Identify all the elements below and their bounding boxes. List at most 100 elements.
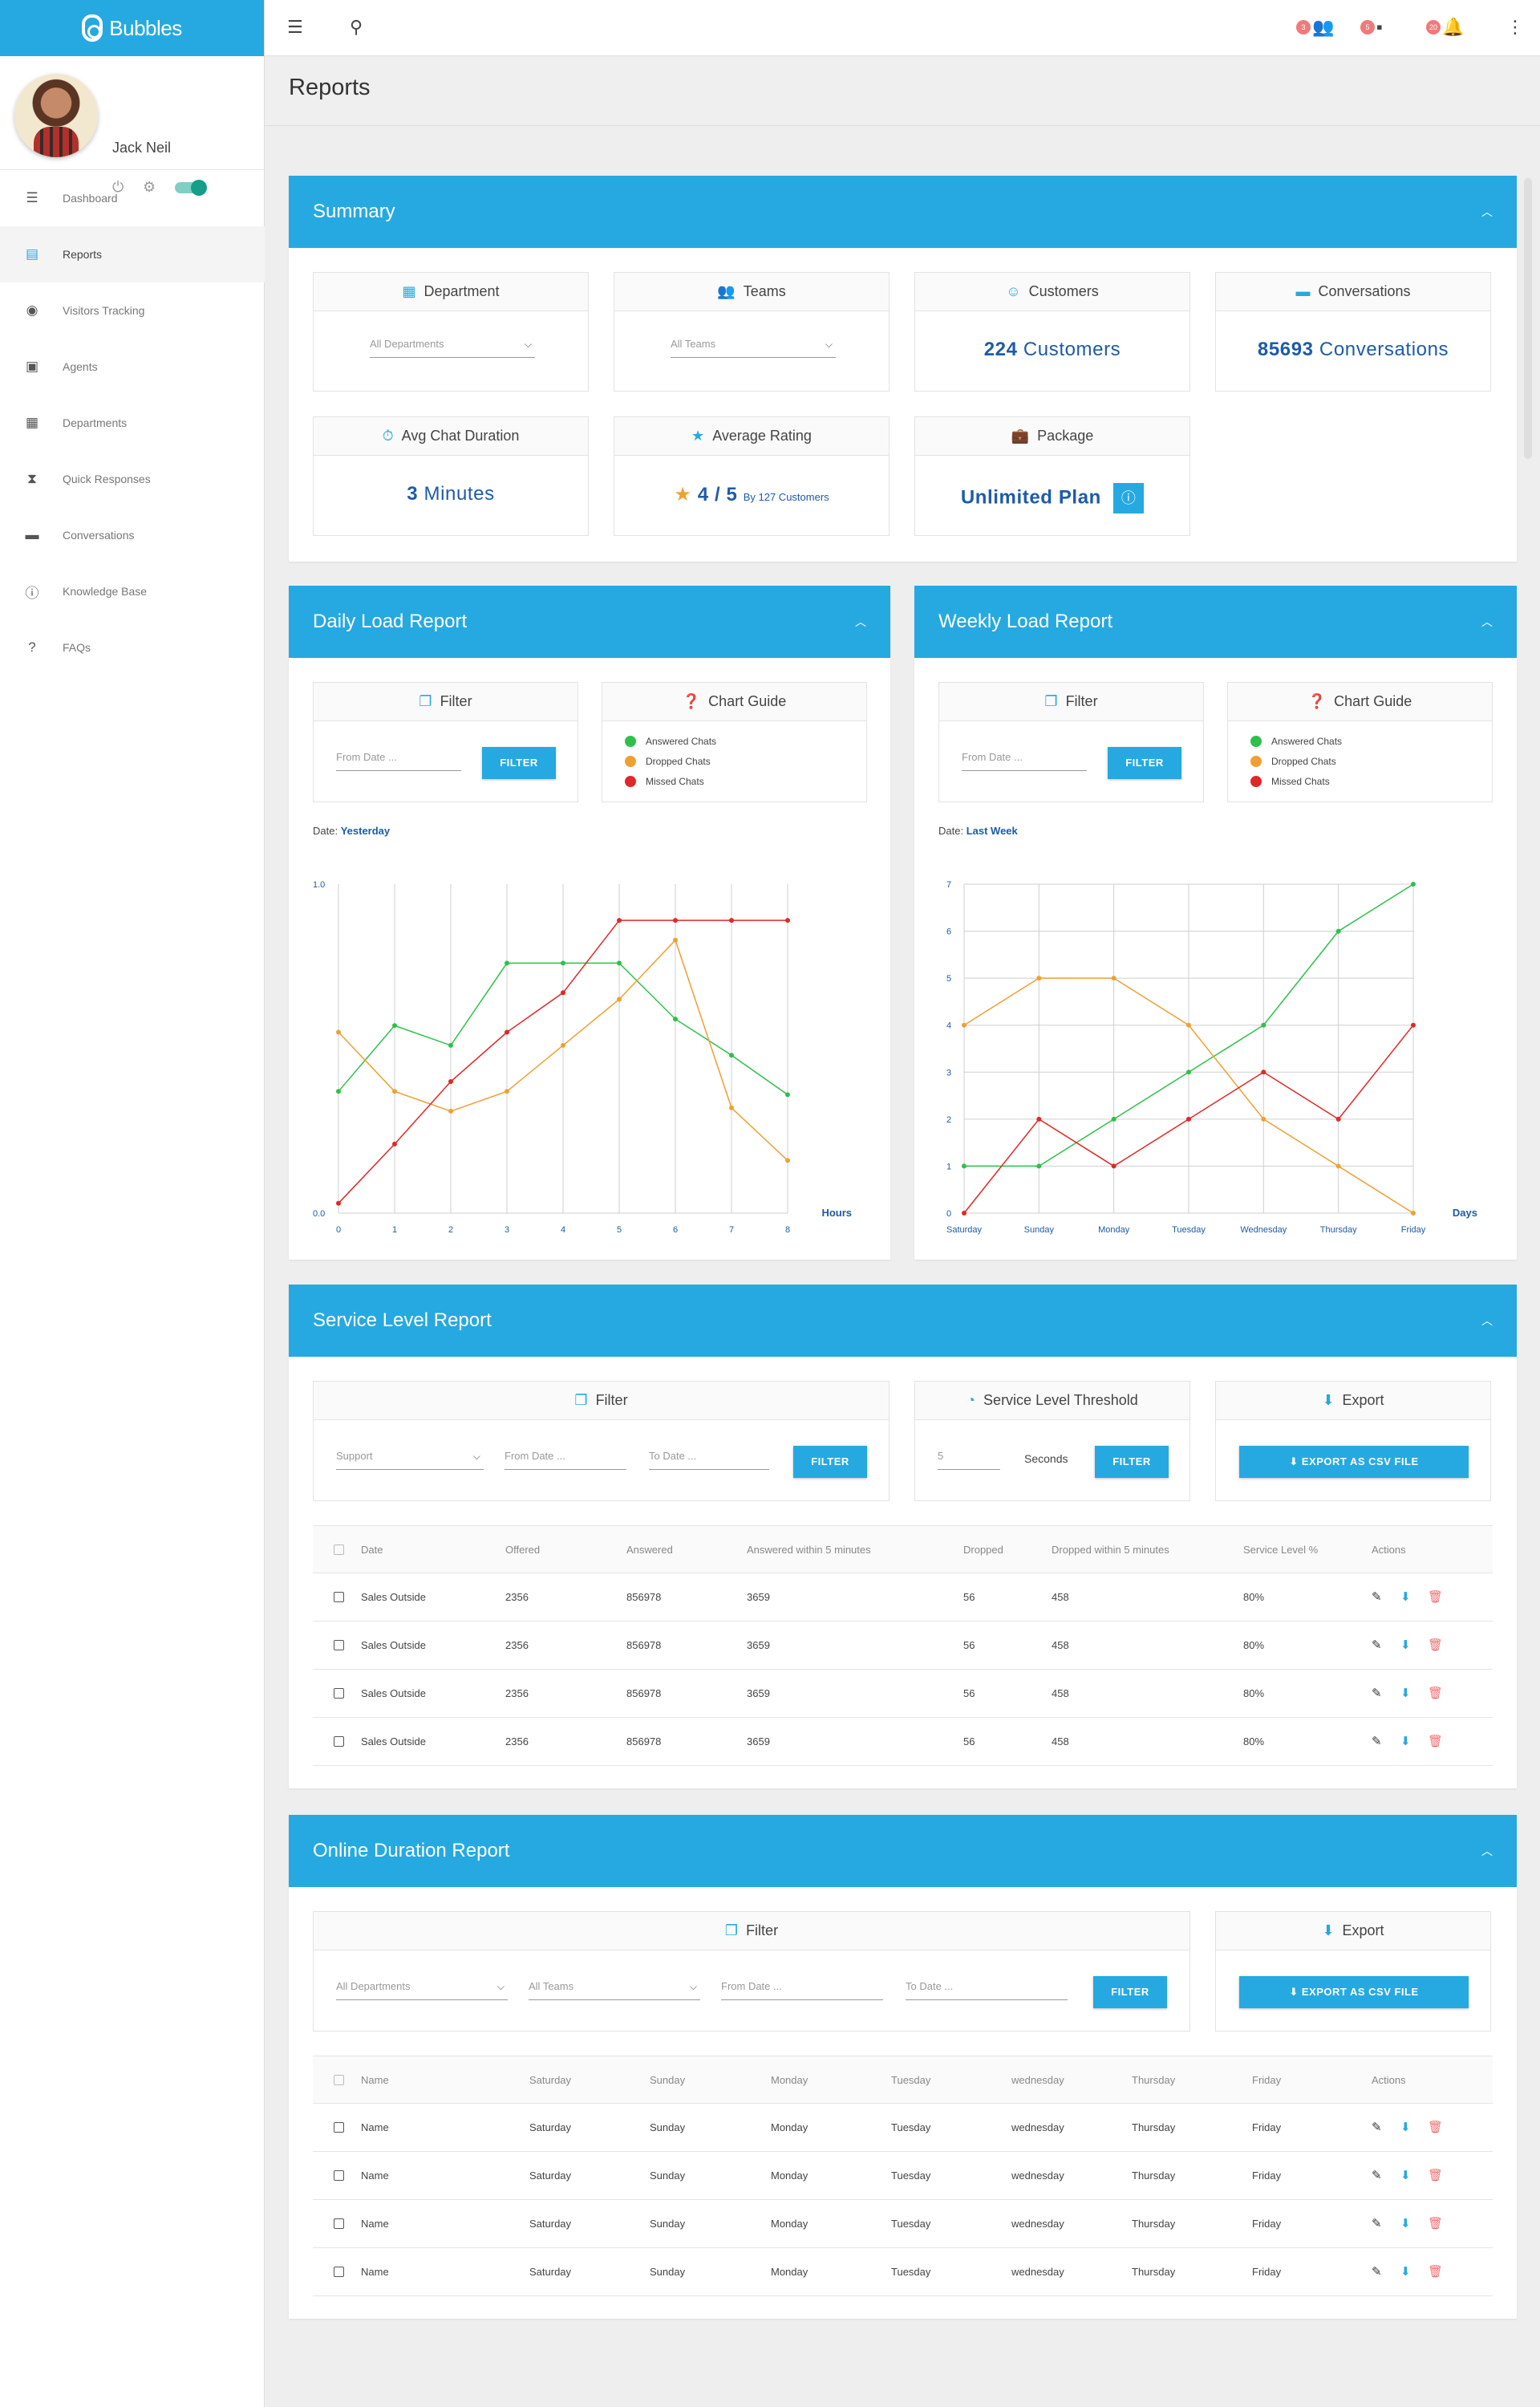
collapse-icon[interactable]: ︿ (855, 615, 866, 628)
column-header[interactable]: Monday (771, 2074, 808, 2086)
delete-icon[interactable]: 🗑 (1428, 2169, 1444, 2182)
more-vert-icon[interactable]: ⋮ (1506, 17, 1524, 37)
avatar[interactable] (14, 74, 98, 157)
delete-icon[interactable]: 🗑 (1428, 2265, 1444, 2279)
daily-filter-button[interactable]: FILTER (482, 747, 556, 779)
download-icon[interactable]: ⬇ (1400, 2121, 1411, 2134)
row-checkbox[interactable] (334, 2218, 344, 2229)
column-header[interactable]: Date (361, 1544, 383, 1556)
service-department-select[interactable]: Support ⌵ (336, 1443, 484, 1470)
column-header[interactable]: Dropped (963, 1544, 1003, 1556)
delete-icon[interactable]: 🗑 (1428, 1590, 1444, 1604)
column-header[interactable]: Answered (626, 1544, 673, 1556)
threshold-input[interactable]: 5 (938, 1443, 1000, 1470)
online-to-date-input[interactable]: To Date ... (906, 1973, 1068, 2000)
daily-from-date-input[interactable]: From Date ... (336, 744, 461, 771)
edit-icon[interactable]: ✎ (1372, 2265, 1382, 2279)
teams-select[interactable]: All Teams ⌵ (671, 331, 836, 358)
page-scrollbar[interactable] (1524, 178, 1532, 459)
collapse-icon[interactable]: ︿ (1481, 1845, 1493, 1857)
sidebar-item-knowledge-base[interactable]: ⓘ Knowledge Base (0, 563, 265, 619)
online-duration-header[interactable]: Online Duration Report ︿ (289, 1815, 1517, 1887)
service-level-header[interactable]: Service Level Report ︿ (289, 1285, 1517, 1357)
delete-icon[interactable]: 🗑 (1428, 2217, 1444, 2230)
bell-icon[interactable]: 🔔 (1442, 17, 1465, 37)
status-toggle[interactable] (175, 180, 207, 196)
column-header[interactable]: Friday (1252, 2074, 1282, 2086)
power-icon[interactable]: ⏻ (112, 179, 124, 195)
info-icon[interactable]: ⓘ (1113, 483, 1145, 513)
sidebar-item-dashboard[interactable]: ☰ Dashboard (0, 170, 265, 226)
collapse-icon[interactable]: ︿ (1481, 615, 1493, 628)
service-to-date-input[interactable]: To Date ... (649, 1443, 769, 1470)
edit-icon[interactable]: ✎ (1372, 1590, 1382, 1604)
service-filter-button[interactable]: FILTER (793, 1446, 867, 1478)
edit-icon[interactable]: ✎ (1372, 1687, 1382, 1700)
row-checkbox[interactable] (334, 1688, 344, 1699)
gear-icon[interactable]: ⚙ (143, 179, 156, 195)
menu-icon[interactable]: ☰ (287, 17, 303, 37)
edit-icon[interactable]: ✎ (1372, 2217, 1382, 2230)
online-department-select[interactable]: All Departments ⌵ (336, 1973, 508, 2000)
download-icon[interactable]: ⬇ (1400, 1687, 1411, 1700)
message-icon[interactable]: ▪ (1376, 17, 1383, 37)
sidebar-item-departments[interactable]: ▦ Departments (0, 395, 265, 451)
service-from-date-input[interactable]: From Date ... (505, 1443, 626, 1470)
delete-icon[interactable]: 🗑 (1428, 1638, 1444, 1652)
select-all-checkbox[interactable] (334, 2075, 344, 2085)
row-checkbox[interactable] (334, 2122, 344, 2133)
sidebar-item-quick-responses[interactable]: ⧗ Quick Responses (0, 451, 265, 507)
sidebar-item-reports[interactable]: ▤ Reports (0, 226, 265, 282)
people-icon[interactable]: 👥 (1312, 17, 1335, 37)
row-checkbox[interactable] (334, 1592, 344, 1602)
sidebar-item-faqs[interactable]: ? FAQs (0, 619, 265, 676)
column-header[interactable]: Answered within 5 minutes (747, 1544, 871, 1556)
select-all-checkbox[interactable] (334, 1544, 344, 1555)
online-filter-button[interactable]: FILTER (1093, 1976, 1167, 2008)
online-export-csv-button[interactable]: ⬇ EXPORT AS CSV FILE (1239, 1976, 1469, 2008)
edit-icon[interactable]: ✎ (1372, 1735, 1382, 1748)
collapse-icon[interactable]: ︿ (1481, 1314, 1493, 1327)
column-header[interactable]: Saturday (529, 2074, 572, 2086)
service-export-csv-button[interactable]: ⬇ EXPORT AS CSV FILE (1239, 1446, 1469, 1478)
sidebar-item-conversations[interactable]: ▬ Conversations (0, 507, 265, 563)
edit-icon[interactable]: ✎ (1372, 2121, 1382, 2134)
column-header[interactable]: Sunday (650, 2074, 686, 2086)
delete-icon[interactable]: 🗑 (1428, 1735, 1444, 1748)
online-teams-select[interactable]: All Teams ⌵ (529, 1973, 700, 2000)
online-from-date-input[interactable]: From Date ... (721, 1973, 883, 2000)
column-header[interactable]: wednesday (1011, 2074, 1064, 2086)
row-checkbox[interactable] (334, 1736, 344, 1747)
download-icon[interactable]: ⬇ (1400, 1735, 1411, 1748)
delete-icon[interactable]: 🗑 (1428, 2121, 1444, 2134)
download-icon[interactable]: ⬇ (1400, 1638, 1411, 1652)
edit-icon[interactable]: ✎ (1372, 2169, 1382, 2182)
edit-icon[interactable]: ✎ (1372, 1638, 1382, 1652)
column-header[interactable]: Offered (505, 1544, 541, 1556)
delete-icon[interactable]: 🗑 (1428, 1687, 1444, 1700)
sidebar-item-agents[interactable]: ▣ Agents (0, 339, 265, 395)
row-checkbox[interactable] (334, 2267, 344, 2277)
column-header[interactable]: Service Level % (1243, 1544, 1319, 1556)
weekly-filter-button[interactable]: FILTER (1108, 747, 1181, 779)
weekly-from-date-input[interactable]: From Date ... (962, 744, 1087, 771)
download-icon[interactable]: ⬇ (1400, 2169, 1411, 2182)
column-header[interactable]: Thursday (1132, 2074, 1176, 2086)
row-checkbox[interactable] (334, 2170, 344, 2181)
summary-header[interactable]: Summary ︿ (289, 176, 1517, 248)
row-checkbox[interactable] (334, 1640, 344, 1650)
column-header[interactable]: Tuesday (891, 2074, 931, 2086)
collapse-icon[interactable]: ︿ (1481, 205, 1493, 218)
column-header[interactable]: Name (361, 2074, 389, 2086)
weekly-load-header[interactable]: Weekly Load Report ︿ (914, 586, 1517, 658)
app-logo[interactable]: Bubbles (0, 0, 264, 56)
search-icon[interactable]: ⚲ (350, 17, 363, 37)
daily-load-header[interactable]: Daily Load Report ︿ (289, 586, 890, 658)
threshold-filter-button[interactable]: FILTER (1095, 1446, 1169, 1478)
sidebar-item-visitors-tracking[interactable]: ◉ Visitors Tracking (0, 282, 265, 339)
column-header[interactable]: Dropped within 5 minutes (1052, 1544, 1169, 1556)
download-icon[interactable]: ⬇ (1400, 2265, 1411, 2279)
download-icon[interactable]: ⬇ (1400, 1590, 1411, 1604)
download-icon[interactable]: ⬇ (1400, 2217, 1411, 2230)
department-select[interactable]: All Departments ⌵ (370, 331, 535, 358)
